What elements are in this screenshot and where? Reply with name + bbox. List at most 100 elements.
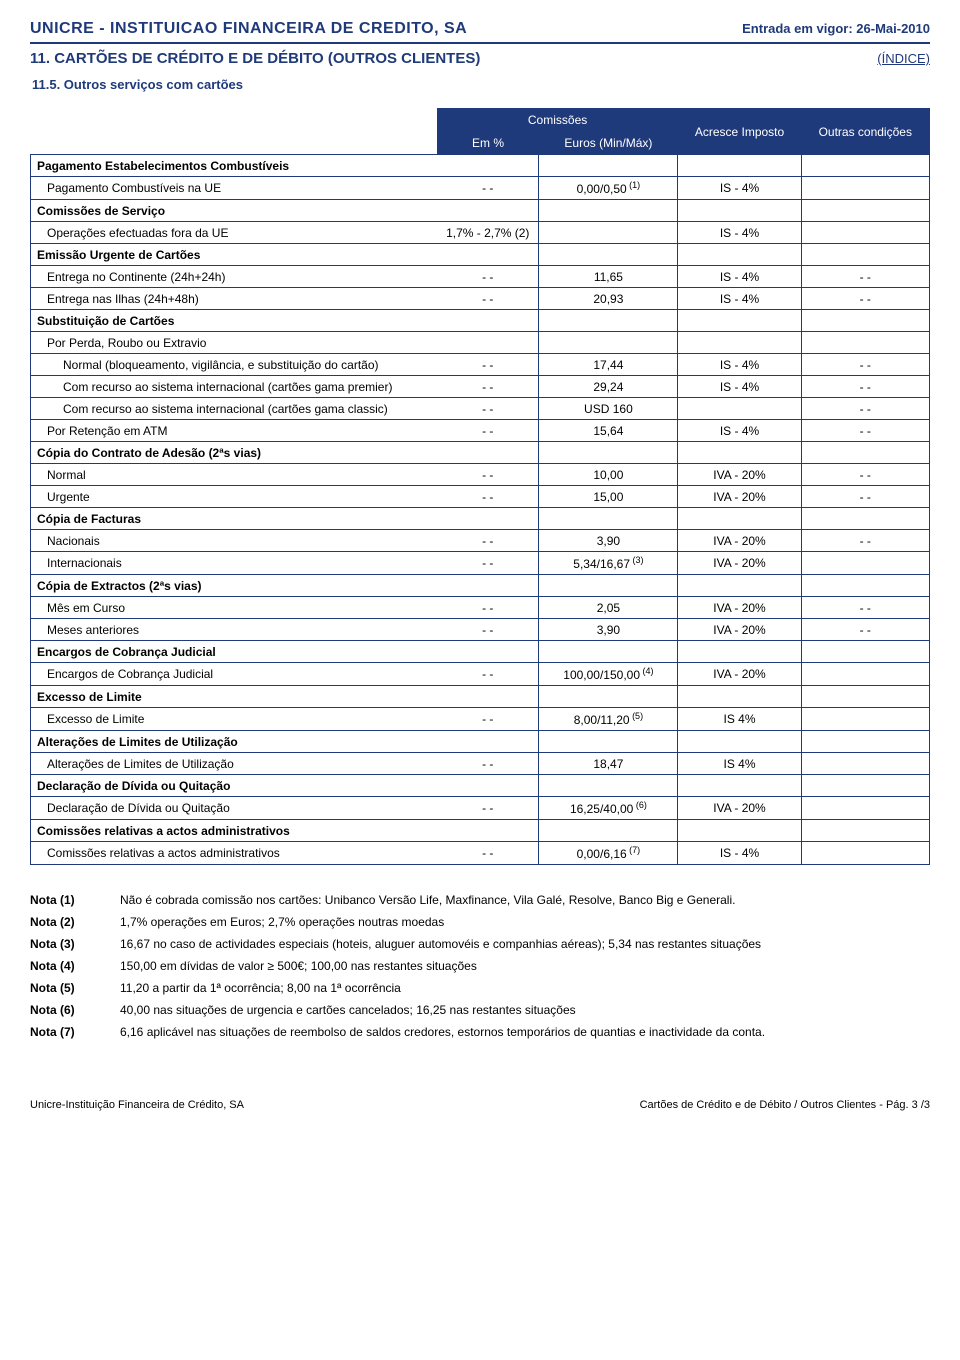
cell [801,686,929,708]
cell [437,775,539,797]
cell-outras: - - [801,398,929,420]
cell-pct: - - [437,376,539,398]
table-row: Nacionais- -3,90IVA - 20%- - [31,530,930,552]
table-row: Com recurso ao sistema internacional (ca… [31,398,930,420]
cell-pct: - - [437,420,539,442]
row-label: Cópia do Contrato de Adesão (2ªs vias) [31,442,438,464]
cell-pct: - - [437,663,539,686]
cell [437,508,539,530]
cell-euros: 0,00/0,50 (1) [539,177,678,200]
cell-outras: - - [801,420,929,442]
cell-outras [801,663,929,686]
cell [678,310,801,332]
table-row: Declaração de Dívida ou Quitação [31,775,930,797]
note-label: Nota (3) [30,937,120,951]
cell-imposto: IS - 4% [678,842,801,865]
cell [539,200,678,222]
row-label: Com recurso ao sistema internacional (ca… [31,398,438,420]
header-divider [30,42,930,44]
cell [539,244,678,266]
cell-euros: 100,00/150,00 (4) [539,663,678,686]
table-row: Por Retenção em ATM- -15,64IS - 4%- - [31,420,930,442]
table-row: Encargos de Cobrança Judicial- -100,00/1… [31,663,930,686]
cell-pct: - - [437,842,539,865]
table-row: Comissões de Serviço [31,200,930,222]
note-row: Nota (1)Não é cobrada comissão nos cartõ… [30,893,930,907]
cell-outras [801,177,929,200]
cell-imposto: IS - 4% [678,376,801,398]
th-imposto: Acresce Imposto [678,109,801,155]
cell-outras [801,842,929,865]
th-euros: Euros (Min/Máx) [539,132,678,155]
cell [539,155,678,177]
row-label: Entrega nas Ilhas (24h+48h) [31,288,438,310]
note-row: Nota (2)1,7% operações em Euros; 2,7% op… [30,915,930,929]
note-text: Não é cobrada comissão nos cartões: Unib… [120,893,930,907]
cell [801,575,929,597]
note-label: Nota (4) [30,959,120,973]
cell [678,508,801,530]
cell [437,442,539,464]
row-label: Normal (bloqueamento, vigilância, e subs… [31,354,438,376]
cell-pct: - - [437,177,539,200]
table-row: Normal- -10,00IVA - 20%- - [31,464,930,486]
cell-pct: - - [437,486,539,508]
index-link[interactable]: (ÍNDICE) [877,51,930,66]
cell-euros [539,222,678,244]
row-label: Alterações de Limites de Utilização [31,753,438,775]
row-label: Emissão Urgente de Cartões [31,244,438,266]
table-row: Comissões relativas a actos administrati… [31,820,930,842]
table-row: Com recurso ao sistema internacional (ca… [31,376,930,398]
row-label: Comissões relativas a actos administrati… [31,820,438,842]
row-label: Normal [31,464,438,486]
cell-outras [801,708,929,731]
table-row: Internacionais- -5,34/16,67 (3)IVA - 20% [31,552,930,575]
cell-imposto: IS - 4% [678,354,801,376]
note-label: Nota (6) [30,1003,120,1017]
cell-pct: - - [437,552,539,575]
footer-right: Cartões de Crédito e de Débito / Outros … [640,1099,930,1111]
cell [437,641,539,663]
table-row: Alterações de Limites de Utilização- -18… [31,753,930,775]
cell-outras [801,222,929,244]
cell-pct: - - [437,288,539,310]
table-row: Alterações de Limites de Utilização [31,731,930,753]
table-row: Entrega nas Ilhas (24h+48h)- -20,93IS - … [31,288,930,310]
cell-euros: 0,00/6,16 (7) [539,842,678,865]
cell [801,775,929,797]
table-row: Declaração de Dívida ou Quitação- -16,25… [31,797,930,820]
cell [801,200,929,222]
cell [437,244,539,266]
th-outras: Outras condições [801,109,929,155]
cell [437,820,539,842]
note-row: Nota (5)11,20 a partir da 1ª ocorrência;… [30,981,930,995]
cell [678,244,801,266]
cell [678,775,801,797]
note-text: 150,00 em dívidas de valor ≥ 500€; 100,0… [120,959,930,973]
cell-pct: - - [437,464,539,486]
cell [678,200,801,222]
table-row: Cópia de Facturas [31,508,930,530]
row-label: Por Perda, Roubo ou Extravio [31,332,438,354]
note-label: Nota (5) [30,981,120,995]
cell-imposto: IVA - 20% [678,486,801,508]
cell-outras: - - [801,354,929,376]
cell-outras: - - [801,464,929,486]
cell [437,155,539,177]
row-label: Meses anteriores [31,619,438,641]
cell [801,820,929,842]
row-label: Declaração de Dívida ou Quitação [31,797,438,820]
cell-euros: 2,05 [539,597,678,619]
cell [678,575,801,597]
row-label: Declaração de Dívida ou Quitação [31,775,438,797]
cell-outras [801,552,929,575]
cell-imposto: IVA - 20% [678,464,801,486]
cell-imposto [678,332,801,354]
cell [437,575,539,597]
table-row: Por Perda, Roubo ou Extravio [31,332,930,354]
cell [801,155,929,177]
cell-outras: - - [801,530,929,552]
cell [539,686,678,708]
cell-imposto: IVA - 20% [678,597,801,619]
cell-euros: USD 160 [539,398,678,420]
